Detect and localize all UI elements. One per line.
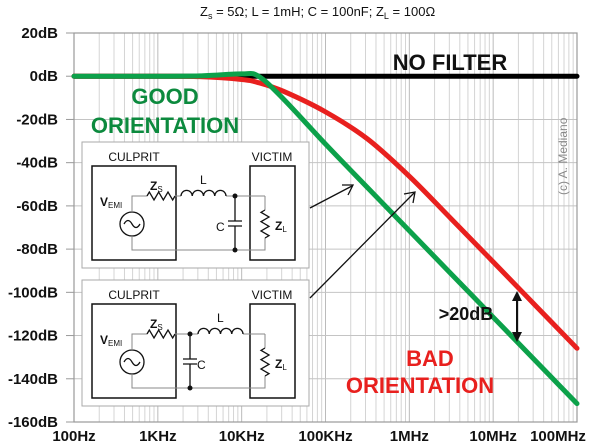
node-dot (232, 193, 238, 199)
y-tick-label: -40dB (16, 155, 58, 172)
culprit-box (91, 303, 177, 399)
zl-label: ZL (275, 219, 287, 234)
x-tick-label: 100KHz (298, 428, 352, 445)
good-orientation-label-1: GOOD (131, 84, 198, 109)
no-filter-label: NO FILTER (393, 50, 508, 75)
y-tick-label: -100dB (8, 284, 58, 301)
bad-orientation-label-2: ORIENTATION (346, 373, 494, 398)
good-orientation-circuit: CULPRIT VICTIM VEMI ZS L C ZL (81, 141, 310, 269)
zl-resistor-icon (259, 209, 271, 239)
x-tick-label: 100Hz (52, 428, 95, 445)
culprit-label: CULPRIT (108, 150, 160, 164)
inductor-label: L (217, 311, 224, 325)
bad-orientation-label-1: BAD (406, 346, 454, 371)
node-dot (232, 247, 238, 253)
y-tick-label: -20dB (16, 111, 58, 128)
culprit-box (91, 165, 177, 261)
series-line-good-orientation (71, 71, 580, 407)
vemi-label: VEMI (100, 333, 122, 348)
zl-label: ZL (275, 357, 287, 372)
node-dot (187, 385, 193, 391)
culprit-label: CULPRIT (108, 288, 160, 302)
zl-resistor-icon (259, 347, 271, 377)
victim-box (249, 303, 296, 399)
sine-icon (123, 357, 141, 367)
inductor-label: L (200, 173, 207, 187)
zs-resistor-icon (146, 190, 176, 202)
zs-label: ZS (150, 179, 163, 194)
good-orientation-label-2: ORIENTATION (91, 113, 239, 138)
victim-label: VICTIM (252, 150, 293, 164)
zs-resistor-icon (146, 328, 176, 340)
x-tick-label: 100MHz (530, 428, 586, 445)
y-tick-label: -140dB (8, 371, 58, 388)
node-dot (187, 331, 193, 337)
y-tick-label: -80dB (16, 241, 58, 258)
series-lines (71, 71, 580, 407)
inductor-icon (197, 327, 244, 335)
y-tick-label: -120dB (8, 328, 58, 345)
capacitor-label: C (197, 358, 206, 372)
difference-arrow (512, 291, 522, 342)
zs-label: ZS (150, 317, 163, 332)
capacitor-icon (228, 196, 242, 250)
chart-subtitle: Zs = 5Ω; L = 1mH; C = 100nF; ZL = 100Ω (200, 4, 435, 21)
y-tick-label: 0dB (30, 68, 59, 85)
plot-frame (73, 32, 578, 423)
inductor-icon (180, 189, 227, 197)
x-tick-label: 1MHz (390, 428, 429, 445)
y-tick-label: 20dB (21, 25, 58, 42)
y-tick-label: -160dB (8, 414, 58, 431)
copyright-label: (c) A. Mediano (556, 117, 570, 195)
vemi-label: VEMI (100, 195, 122, 210)
pointer-arrows (309, 184, 416, 299)
difference-label: >20dB (439, 304, 494, 324)
wires (131, 333, 266, 389)
inset-frame (81, 279, 310, 407)
bad-orientation-circuit: CULPRIT VICTIM VEMI ZS L C ZL (81, 279, 310, 407)
y-axis: 20dB 0dB -20dB -40dB -60dB -80dB -100dB -120dB -… (8, 25, 74, 431)
capacitor-label: C (216, 220, 225, 234)
x-tick-label: 1KHz (139, 428, 177, 445)
victim-label: VICTIM (252, 288, 293, 302)
x-axis: 100Hz 1KHz 10KHz 100KHz 1MHz 10MHz 100MHz (52, 428, 586, 445)
y-tick-label: -60dB (16, 198, 58, 215)
capacitor-icon (183, 334, 197, 388)
sine-icon (123, 219, 141, 229)
inset-frame (81, 141, 310, 269)
x-tick-label: 10MHz (469, 428, 517, 445)
x-tick-label: 10KHz (219, 428, 265, 445)
wires (131, 195, 266, 251)
victim-box (249, 165, 296, 261)
